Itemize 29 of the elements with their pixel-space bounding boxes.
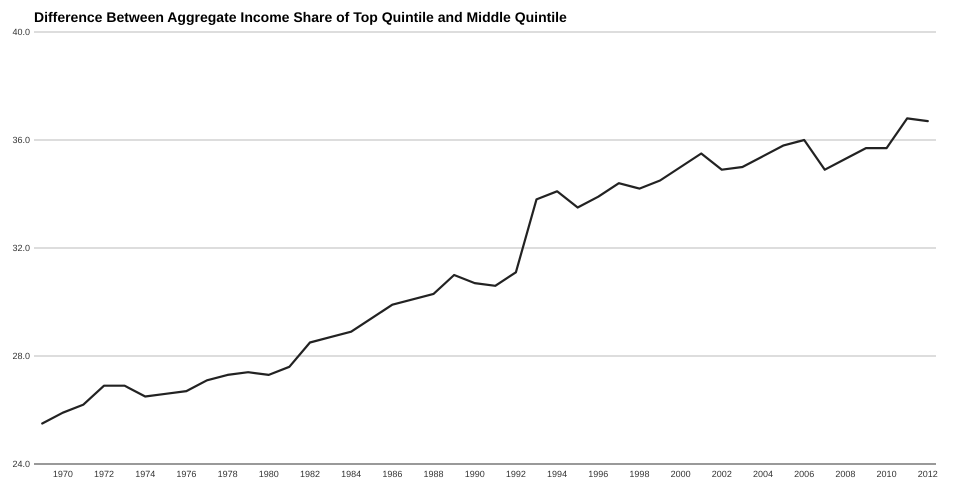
x-tick-label: 1986: [382, 469, 402, 479]
x-tick-label: 1972: [94, 469, 114, 479]
x-tick-label: 2000: [670, 469, 691, 479]
x-tick-label: 1984: [341, 469, 362, 479]
x-tick-label: 1978: [218, 469, 238, 479]
y-tick-label: 24.0: [12, 459, 30, 469]
x-tick-label: 1996: [588, 469, 608, 479]
x-tick-label: 2006: [794, 469, 814, 479]
x-tick-label: 1980: [258, 469, 279, 479]
x-tick-label: 1998: [629, 469, 650, 479]
x-tick-label: 2004: [753, 469, 774, 479]
y-tick-label: 36.0: [12, 135, 30, 145]
x-tick-label: 1994: [547, 469, 568, 479]
y-tick-label: 28.0: [12, 351, 30, 361]
x-tick-label: 1990: [464, 469, 485, 479]
y-tick-label: 32.0: [12, 243, 30, 253]
y-tick-label: 40.0: [12, 27, 30, 37]
line-series: [41, 117, 929, 425]
x-tick-label: 2012: [918, 469, 938, 479]
x-tick-label: 2010: [876, 469, 897, 479]
x-tick-label: 1992: [506, 469, 526, 479]
chart-title: Difference Between Aggregate Income Share of Top Quintile and Middle Quintile: [34, 9, 568, 25]
x-tick-label: 1982: [300, 469, 320, 479]
x-tick-label: 1976: [176, 469, 196, 479]
x-tick-label: 1988: [424, 469, 444, 479]
x-tick-label: 1974: [135, 469, 156, 479]
x-tick-label: 2008: [835, 469, 856, 479]
x-tick-label: 2002: [712, 469, 732, 479]
x-tick-label: 1970: [52, 469, 73, 479]
